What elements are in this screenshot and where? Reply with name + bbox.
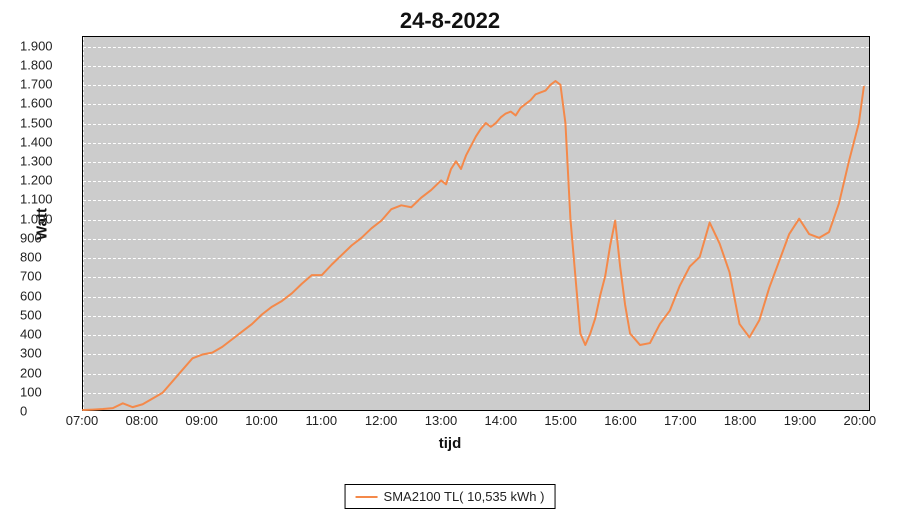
x-tick-label: 12:00 bbox=[365, 413, 398, 428]
y-tick-label: 200 bbox=[20, 365, 74, 380]
x-tick-label: 16:00 bbox=[604, 413, 637, 428]
y-tick-label: 600 bbox=[20, 288, 74, 303]
y-tick-label: 500 bbox=[20, 307, 74, 322]
x-tick-label: 15:00 bbox=[544, 413, 577, 428]
x-tick-label: 09:00 bbox=[185, 413, 218, 428]
chart-container: Watt 0 100 200 300 400 500 600 700 800 900 1.000 1.… bbox=[20, 36, 880, 452]
x-tick-label: 07:00 bbox=[66, 413, 99, 428]
legend-label: SMA2100 TL( 10,535 kWh ) bbox=[384, 489, 545, 504]
x-tick-label: 11:00 bbox=[306, 413, 338, 428]
legend-color-swatch bbox=[356, 496, 378, 498]
x-tick-label: 13:00 bbox=[425, 413, 458, 428]
y-tick-label: 1.800 bbox=[20, 57, 74, 72]
y-tick-label: 1.100 bbox=[20, 192, 74, 207]
x-axis-title: tijd bbox=[20, 435, 880, 452]
y-tick-label: 1.500 bbox=[20, 115, 74, 130]
x-tick-label: 14:00 bbox=[485, 413, 518, 428]
y-axis-labels: Watt 0 100 200 300 400 500 600 700 800 900 1.000 1.… bbox=[20, 36, 80, 411]
plot-area bbox=[82, 36, 870, 411]
x-tick-label: 17:00 bbox=[664, 413, 697, 428]
x-tick-label: 19:00 bbox=[784, 413, 817, 428]
y-tick-label: 1.000 bbox=[20, 211, 74, 226]
data-series-line[interactable] bbox=[83, 37, 869, 410]
y-tick-label: 900 bbox=[20, 230, 74, 245]
x-tick-label: 10:00 bbox=[245, 413, 278, 428]
y-tick-label: 800 bbox=[20, 250, 74, 265]
y-tick-label: 1.200 bbox=[20, 173, 74, 188]
y-tick-label: 300 bbox=[20, 346, 74, 361]
x-tick-label: 08:00 bbox=[126, 413, 159, 428]
y-tick-label: 1.400 bbox=[20, 134, 74, 149]
x-tick-label: 18:00 bbox=[724, 413, 757, 428]
y-tick-label: 1.900 bbox=[20, 38, 74, 53]
y-tick-label: 1.300 bbox=[20, 154, 74, 169]
x-tick-label: 20:00 bbox=[844, 413, 877, 428]
y-tick-label: 100 bbox=[20, 384, 74, 399]
y-tick-label: 400 bbox=[20, 327, 74, 342]
y-tick-label: 700 bbox=[20, 269, 74, 284]
chart-title: 24-8-2022 bbox=[0, 8, 900, 34]
legend-box[interactable]: SMA2100 TL( 10,535 kWh ) bbox=[345, 484, 556, 509]
y-tick-label: 1.600 bbox=[20, 96, 74, 111]
y-tick-label: 1.700 bbox=[20, 77, 74, 92]
x-axis-labels: 07:00 08:00 09:00 10:00 11:00 12:00 13:00 14:00… bbox=[82, 411, 870, 433]
